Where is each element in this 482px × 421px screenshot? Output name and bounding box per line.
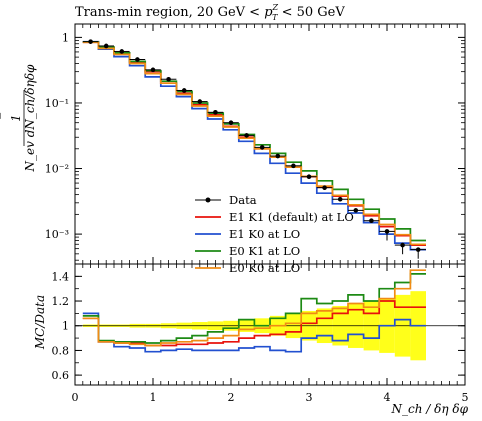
data-point — [306, 174, 312, 180]
mc-series-line-3 — [82, 41, 426, 246]
data-point — [228, 120, 234, 125]
data-point — [135, 57, 140, 62]
x-tick-label: 5 — [462, 391, 469, 404]
data-point — [166, 76, 171, 82]
legend-label-2: E1 K0 at LO — [229, 227, 300, 241]
chart-title: Trans-min region, 20 GeV < pZ T < 50 GeV — [75, 3, 345, 22]
y-tick-label: 1 — [62, 31, 69, 44]
data-point — [353, 208, 359, 213]
legend-label-3: E0 K1 at LO — [229, 244, 300, 258]
x-tick-label: 0 — [72, 391, 79, 404]
ratio-y-tick-label: 1 — [62, 320, 69, 333]
data-point — [150, 67, 156, 73]
svg-text:1: 1 — [9, 114, 23, 122]
legend-label-0: Data — [229, 193, 257, 207]
svg-text:dN_ev: dN_ev — [0, 99, 1, 137]
x-axis-label: N_ch / δη δφ — [391, 402, 469, 416]
data-point — [275, 153, 281, 159]
y-tick-label: 10⁻² — [45, 163, 69, 176]
ratio-y-tick-label: 0.6 — [52, 369, 70, 382]
ratio-series-line-3 — [82, 269, 426, 347]
data-point — [103, 43, 109, 49]
data-point — [119, 49, 125, 54]
legend-data-marker — [205, 197, 211, 203]
legend-label-4: E0 K0 at LO — [229, 261, 300, 275]
data-point — [369, 218, 374, 224]
x-tick-label: 3 — [306, 391, 313, 404]
main-panel: 1 10⁻¹ 10⁻² 10⁻³ — [45, 23, 466, 265]
legend-label-1: E1 K1 (default) at LO — [229, 210, 354, 224]
data-point — [197, 99, 203, 104]
data-point — [384, 229, 390, 234]
data-point — [400, 242, 405, 248]
data-point — [291, 163, 296, 169]
main-ylabel: 1 N_ev dN_ch/δηδφ dN_ev — [0, 64, 37, 173]
data-point — [181, 88, 187, 93]
x-tick-label: 2 — [228, 391, 235, 404]
data-point — [213, 110, 218, 115]
legend: Data E1 K1 (default) at LO E1 K0 at LO E0 K… — [195, 193, 354, 275]
data-point — [259, 145, 265, 150]
ratio-y-tick-label: 1.2 — [52, 295, 70, 308]
ratio-series-line-2 — [82, 273, 426, 344]
data-point — [337, 196, 343, 202]
chart-title-text: Trans-min region, 20 GeV < — [75, 5, 264, 20]
svg-text:N_ev dN_ch/δηδφ: N_ev dN_ch/δηδφ — [23, 64, 37, 173]
x-tick-label: 1 — [150, 391, 157, 404]
y-tick-label: 10⁻¹ — [45, 97, 69, 110]
ratio-series-line-1 — [82, 312, 426, 353]
ratio-y-tick-label: 1.4 — [52, 270, 70, 283]
y-tick-label: 10⁻³ — [45, 228, 69, 241]
ratio-ylabel: MC/Data — [33, 295, 47, 350]
ratio-y-tick-label: 0.8 — [52, 344, 70, 357]
data-point — [322, 185, 327, 191]
data-point — [415, 247, 421, 252]
data-point — [88, 39, 93, 44]
x-tick-label: 4 — [384, 391, 391, 404]
ratio-panel: 0 1 2 3 4 5 0.6 0.8 1 1.2 1.4 — [52, 24, 469, 404]
data-point — [244, 133, 249, 138]
